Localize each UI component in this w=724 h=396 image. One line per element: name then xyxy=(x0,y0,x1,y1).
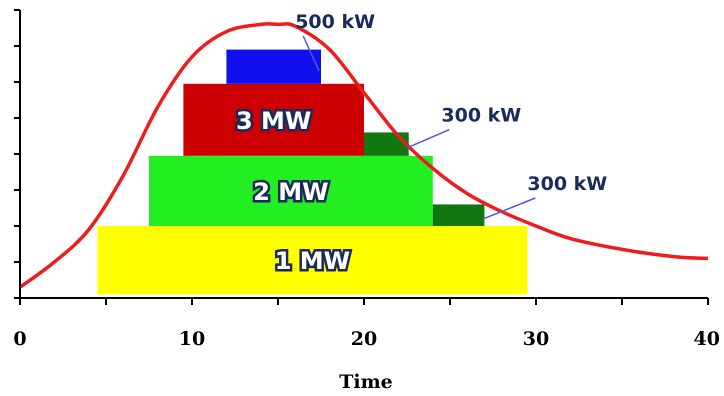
block-label-1: 2 MW xyxy=(253,178,328,206)
axis-ticks: 0 10 20 30 40 xyxy=(13,9,720,350)
demand-curve xyxy=(18,22,709,289)
block-label-2: 3 MW xyxy=(236,107,311,135)
callout-line-2 xyxy=(482,197,536,220)
block-label-0: 1 MW xyxy=(275,247,350,275)
x-tick-label-2: 20 xyxy=(351,328,377,350)
callout-label-0: 500 kW xyxy=(295,11,375,33)
block-labels: 1 MW 2 MW 3 MW xyxy=(233,104,352,277)
x-tick-label-1: 10 xyxy=(179,328,205,350)
x-tick-label-4: 40 xyxy=(694,328,720,350)
demand-curve-layer xyxy=(18,22,709,289)
callouts: 500 kW 300 kW 300 kW xyxy=(295,11,607,220)
x-tick-label-3: 30 xyxy=(523,328,549,350)
power-block-3 xyxy=(226,49,321,84)
power-blocks xyxy=(97,49,528,295)
callout-label-2: 300 kW xyxy=(527,173,607,195)
power-block-0 xyxy=(97,226,528,295)
power-block-5 xyxy=(432,204,485,226)
callout-line-0 xyxy=(302,35,320,72)
callout-label-1: 300 kW xyxy=(441,105,521,127)
power-block-2 xyxy=(183,83,364,156)
x-tick-label-0: 0 xyxy=(13,328,26,350)
power-block-1 xyxy=(149,155,433,226)
callout-line-1 xyxy=(406,128,450,149)
power-block-4 xyxy=(364,132,409,156)
x-axis-title: Time xyxy=(339,371,393,393)
